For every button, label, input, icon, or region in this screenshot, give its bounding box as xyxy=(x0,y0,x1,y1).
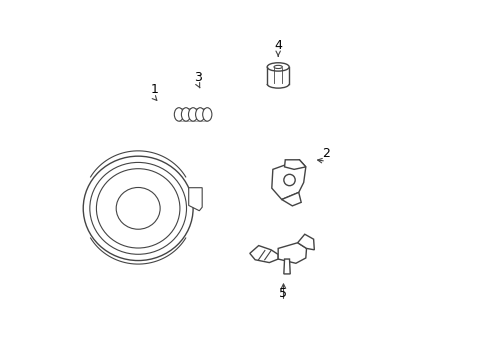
Polygon shape xyxy=(281,192,301,206)
Polygon shape xyxy=(283,259,290,274)
Polygon shape xyxy=(284,160,305,169)
Ellipse shape xyxy=(202,108,211,121)
Polygon shape xyxy=(249,246,278,262)
Polygon shape xyxy=(271,160,305,199)
Text: 3: 3 xyxy=(194,71,202,84)
Ellipse shape xyxy=(181,108,190,121)
Polygon shape xyxy=(278,243,306,263)
Text: 1: 1 xyxy=(150,83,158,96)
Ellipse shape xyxy=(266,63,288,71)
Text: 5: 5 xyxy=(279,287,287,300)
Polygon shape xyxy=(297,234,314,250)
Ellipse shape xyxy=(188,108,197,121)
Ellipse shape xyxy=(174,108,183,121)
Polygon shape xyxy=(188,188,202,211)
Ellipse shape xyxy=(195,108,204,121)
Text: 4: 4 xyxy=(274,39,282,52)
Text: 2: 2 xyxy=(322,147,329,160)
